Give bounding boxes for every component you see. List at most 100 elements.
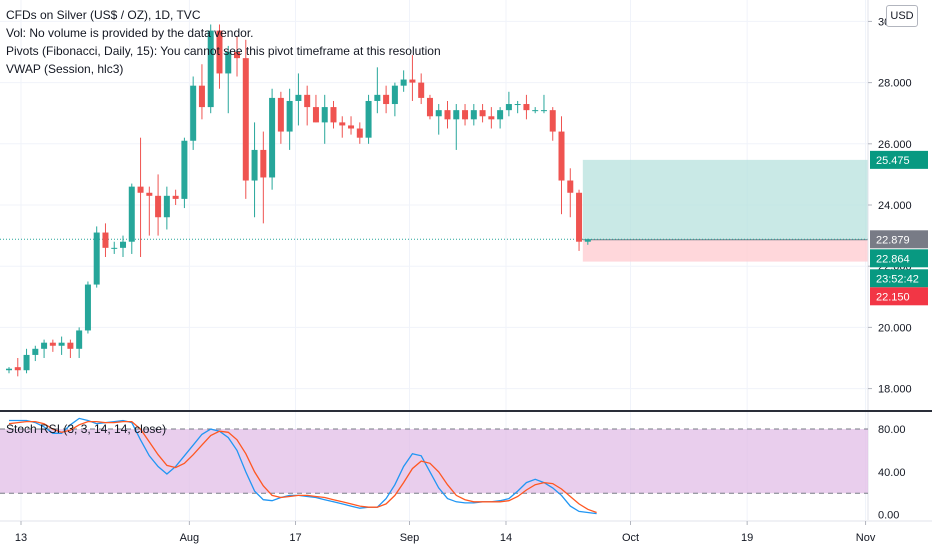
candle-body	[497, 110, 504, 120]
candle-body	[391, 85, 398, 105]
candle-body	[84, 284, 91, 331]
candle-body	[111, 247, 118, 249]
price-axis-label: 28.000	[878, 78, 912, 90]
candle-body	[558, 131, 565, 181]
candle-body	[295, 94, 302, 101]
candle-body	[374, 94, 381, 101]
candle-body	[277, 97, 284, 132]
candle-body	[41, 342, 48, 349]
legend-vwap-note: VWAP (Session, hlc3)	[6, 62, 124, 76]
stop-price-badge: 22.150	[876, 291, 910, 303]
candle-body	[190, 85, 197, 141]
stoch-band	[0, 429, 868, 494]
target-zone	[582, 159, 868, 240]
candle-body	[304, 94, 311, 108]
candle-body	[269, 97, 276, 178]
candle-body	[242, 58, 249, 181]
chart-legend: CFDs on Silver (US$ / OZ), 1D, TVC Vol: …	[6, 6, 441, 78]
candle-body	[365, 100, 372, 138]
candle-body	[576, 192, 583, 242]
candle-body	[146, 192, 153, 196]
legend-volume-note: Vol: No volume is provided by the data v…	[6, 26, 254, 40]
candle-body	[584, 239, 591, 242]
candle-body	[207, 30, 214, 108]
entry-price-badge: 22.864	[876, 253, 910, 265]
candle-body	[339, 122, 346, 126]
candle-body	[514, 104, 521, 106]
candle-body	[128, 186, 135, 242]
candle-body	[67, 342, 74, 349]
stoch-d-line	[8, 420, 597, 514]
price-axis-label: 18.000	[878, 384, 912, 396]
candle-body	[330, 107, 337, 123]
stop-price-badge-bg	[870, 287, 928, 306]
candle-body	[14, 367, 21, 371]
price-axis-label: 26.000	[878, 139, 912, 151]
candle-body	[234, 52, 241, 59]
candle-body	[418, 82, 425, 98]
legend-title: CFDs on Silver (US$ / OZ), 1D, TVC	[6, 8, 201, 22]
entry-price-badge-bg	[870, 249, 928, 268]
time-axis-label: 17	[289, 532, 301, 544]
candle-body	[172, 195, 179, 199]
stoch-rsi-label: Stoch RSI (3, 3, 14, 14, close)	[6, 422, 167, 436]
time-axis-label: Oct	[622, 532, 639, 544]
candle-body	[163, 195, 170, 218]
candle-body	[549, 110, 556, 132]
time-axis-label: 14	[500, 532, 512, 544]
candle-body	[76, 330, 83, 349]
candle-body	[120, 241, 127, 248]
countdown-badge: 23:52:42	[876, 273, 919, 285]
time-axis-label: Aug	[180, 532, 200, 544]
candle-body	[23, 354, 30, 371]
countdown-badge-bg	[870, 269, 928, 288]
price-axis-label: 24.000	[878, 200, 912, 212]
candle-body	[470, 110, 477, 120]
candle-body	[540, 110, 547, 112]
candle-body	[58, 342, 65, 346]
candle-body	[286, 100, 293, 132]
candle-body	[181, 140, 188, 199]
candle-body	[435, 110, 442, 117]
time-axis-label: 13	[15, 532, 27, 544]
candle-body	[488, 116, 495, 120]
candle-body	[567, 180, 574, 193]
time-axis-label: Sep	[400, 532, 420, 544]
candle-body	[251, 149, 258, 181]
time-axis-label: Nov	[856, 532, 876, 544]
candle-body	[32, 348, 39, 355]
currency-button[interactable]: USD	[886, 5, 918, 27]
candle-body	[426, 97, 433, 117]
stoch-axis-label: 0.00	[878, 510, 899, 522]
candle-body	[260, 149, 267, 178]
stop-zone	[582, 239, 868, 262]
candle-body	[6, 368, 12, 371]
target-price-badge-bg	[870, 150, 928, 169]
candle-body	[312, 107, 319, 123]
candle-body	[93, 232, 100, 285]
candle-body	[479, 110, 486, 117]
candle-body	[102, 232, 109, 248]
candle-body	[321, 107, 328, 123]
candle-body	[505, 104, 512, 111]
last-price-badge: 22.879	[876, 234, 910, 246]
price-axis-label: 20.000	[878, 322, 912, 334]
candle-body	[383, 94, 390, 105]
candle-body	[532, 110, 539, 112]
candle-body	[400, 79, 407, 86]
candle-body	[356, 128, 363, 138]
last-price-badge-bg	[870, 230, 928, 249]
candle-body	[453, 110, 460, 120]
candle-body	[348, 125, 355, 129]
candle-body	[137, 186, 144, 193]
time-axis-label: 19	[741, 532, 753, 544]
target-price-badge: 25.475	[876, 155, 910, 167]
candle-body	[216, 30, 223, 74]
candle-body	[49, 342, 56, 346]
candle-body	[155, 195, 162, 218]
candle-body	[462, 110, 469, 120]
stoch-axis-label: 40.00	[878, 467, 906, 479]
candle-body	[198, 85, 205, 108]
candle-body	[523, 104, 530, 111]
